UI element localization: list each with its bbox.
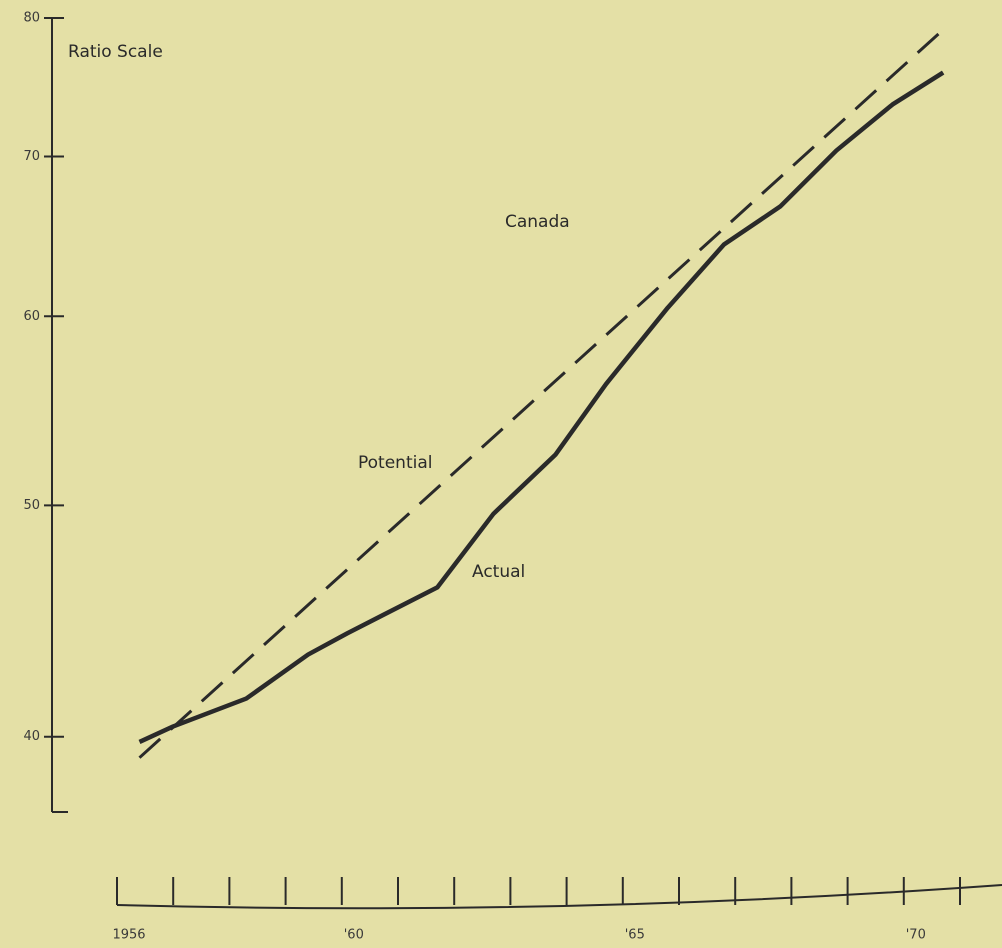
chart-title: Canada bbox=[505, 212, 570, 232]
y-tick-label: 50 bbox=[23, 498, 40, 513]
x-axis bbox=[116, 884, 1002, 910]
y-tick-label: 40 bbox=[23, 729, 40, 744]
series-label: Actual bbox=[472, 562, 525, 582]
y-tick-label: 80 bbox=[23, 11, 40, 26]
x-tick-label: '65 bbox=[625, 928, 645, 943]
x-tick-label: '60 bbox=[344, 928, 364, 943]
x-tick-label: 1956 bbox=[112, 928, 145, 943]
x-tick-label: '70 bbox=[906, 928, 926, 943]
line-series bbox=[138, 70, 945, 744]
y-tick-label: 70 bbox=[23, 149, 40, 164]
series-label: Potential bbox=[358, 453, 432, 473]
y-tick-label: 60 bbox=[23, 309, 40, 324]
y-axis-label: Ratio Scale bbox=[68, 42, 163, 62]
line-series bbox=[138, 28, 945, 759]
